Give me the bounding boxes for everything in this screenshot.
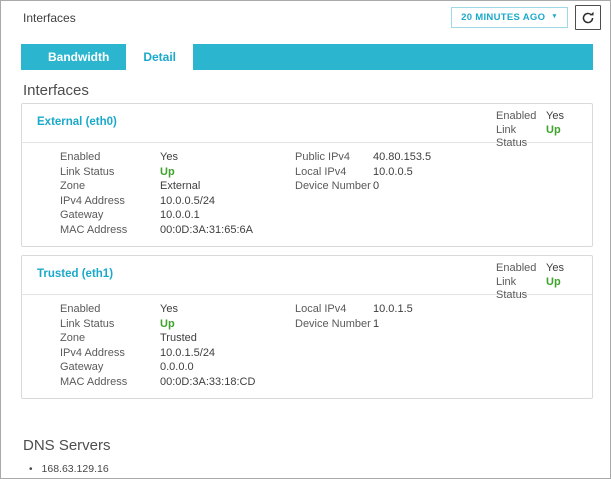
detail-value: 10.0.1.5 <box>373 303 413 316</box>
detail-label: Link Status <box>60 317 115 330</box>
detail-value: 40.80.153.5 <box>373 151 432 164</box>
detail-label: IPv4 Address <box>60 346 125 359</box>
detail-label: Device Number <box>295 317 371 330</box>
dns-section-heading: DNS Servers <box>23 437 111 454</box>
top-bar: Interfaces 20 MINUTES AGO ▼ <box>1 1 610 34</box>
interface-card-header: External (eth0) Enabled Yes Link Status … <box>22 104 592 149</box>
refresh-button[interactable] <box>575 5 601 30</box>
detail-value: Yes <box>160 151 178 164</box>
detail-label: IPv4 Address <box>60 194 125 207</box>
detail-label: Gateway <box>60 361 104 374</box>
interface-card-external: External (eth0) Enabled Yes Link Status … <box>21 103 593 247</box>
summary-value: Yes <box>546 262 564 274</box>
summary-label: Link Status <box>496 276 528 301</box>
summary-value-link-status: Up <box>546 124 561 136</box>
detail-label: Enabled <box>60 303 101 316</box>
interface-name-link[interactable]: Trusted (eth1) <box>37 268 114 280</box>
detail-value: Trusted <box>160 332 197 345</box>
detail-value-link-status: Up <box>160 317 175 330</box>
detail-label: MAC Address <box>60 223 128 236</box>
detail-value: 00:0D:3A:33:18:CD <box>160 375 256 388</box>
detail-value: 10.0.1.5/24 <box>160 346 216 359</box>
header-controls: 20 MINUTES AGO ▼ <box>451 5 601 30</box>
detail-label: Device Number <box>295 180 371 193</box>
detail-value: 0 <box>373 180 380 193</box>
summary-label: Enabled <box>496 110 537 122</box>
detail-value: External <box>160 180 201 193</box>
summary-value-link-status: Up <box>546 276 561 288</box>
detail-value: Yes <box>160 303 178 316</box>
interface-card-trusted: Trusted (eth1) Enabled Yes Link Status U… <box>21 255 593 399</box>
interface-card-header: Trusted (eth1) Enabled Yes Link Status U… <box>22 256 592 301</box>
bullet-icon: • <box>29 463 33 475</box>
details-right-column: Public IPv4 40.80.153.5 Local IPv4 10.0.… <box>295 150 431 237</box>
summary-label: Enabled <box>496 262 537 274</box>
detail-value: 10.0.0.5 <box>373 165 413 178</box>
caret-down-icon: ▼ <box>551 13 558 21</box>
detail-label: Enabled <box>60 151 101 164</box>
detail-value: 00:0D:3A:31:65:6A <box>160 223 253 236</box>
interface-details: Enabled Yes Link Status Up Zone External… <box>22 142 592 246</box>
details-left-column: Enabled Yes Link Status Up Zone Trusted … <box>60 302 295 389</box>
dns-server-item: • 168.63.129.16 <box>29 462 610 476</box>
refresh-icon <box>581 11 595 25</box>
details-left-column: Enabled Yes Link Status Up Zone External… <box>60 150 295 237</box>
tab-detail[interactable]: Detail <box>126 44 194 70</box>
interface-name-link[interactable]: External (eth0) <box>37 116 117 128</box>
interface-summary: Enabled Yes Link Status Up <box>496 110 564 150</box>
detail-label: Link Status <box>60 165 115 178</box>
details-right-column: Local IPv4 10.0.1.5 Device Number 1 <box>295 302 413 389</box>
detail-label: MAC Address <box>60 375 128 388</box>
dns-server-list: • 168.63.129.16 <box>29 462 610 476</box>
detail-value: 0.0.0.0 <box>160 361 194 374</box>
page-title: Interfaces <box>23 11 76 25</box>
summary-value: Yes <box>546 110 564 122</box>
detail-label: Local IPv4 <box>295 303 347 316</box>
detail-label: Local IPv4 <box>295 165 347 178</box>
detail-label: Public IPv4 <box>295 151 351 164</box>
interfaces-section-heading: Interfaces <box>23 82 89 99</box>
summary-label: Link Status <box>496 124 528 149</box>
dns-server-address: 168.63.129.16 <box>41 463 109 475</box>
detail-label: Gateway <box>60 209 104 222</box>
time-range-dropdown[interactable]: 20 MINUTES AGO ▼ <box>451 7 568 28</box>
tab-bar: Bandwidth Detail <box>21 44 593 70</box>
tab-bandwidth[interactable]: Bandwidth <box>48 50 110 64</box>
time-range-label: 20 MINUTES AGO <box>461 12 546 23</box>
interface-details: Enabled Yes Link Status Up Zone Trusted … <box>22 294 592 398</box>
detail-value: 1 <box>373 317 380 330</box>
detail-label: Zone <box>60 332 86 345</box>
detail-value: 10.0.0.1 <box>160 209 200 222</box>
detail-value-link-status: Up <box>160 165 175 178</box>
detail-value: 10.0.0.5/24 <box>160 194 216 207</box>
detail-label: Zone <box>60 180 86 193</box>
interface-summary: Enabled Yes Link Status Up <box>496 262 564 302</box>
